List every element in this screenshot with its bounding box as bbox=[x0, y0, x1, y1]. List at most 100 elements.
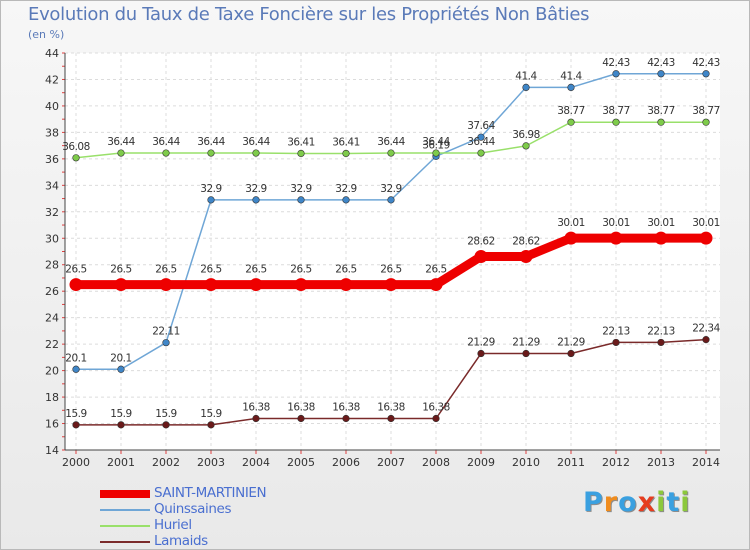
data-label-lamaids: 16.38 bbox=[242, 402, 270, 414]
data-label-lamaids: 15.9 bbox=[200, 408, 221, 420]
data-point-lamaids bbox=[207, 421, 215, 429]
data-point-quinssaines bbox=[342, 196, 350, 204]
data-label-huriel: 38.77 bbox=[557, 105, 585, 117]
data-label-saint-martinien: 26.5 bbox=[425, 264, 446, 276]
data-point-huriel bbox=[702, 118, 710, 126]
x-tick-label: 2012 bbox=[602, 456, 630, 469]
legend-label: SAINT-MARTINIEN bbox=[154, 485, 267, 501]
data-point-huriel bbox=[432, 149, 440, 157]
data-point-quinssaines bbox=[702, 70, 710, 78]
y-tick-label: 34 bbox=[45, 179, 59, 192]
y-tick-label: 36 bbox=[45, 153, 59, 166]
y-tick-label: 40 bbox=[45, 100, 59, 113]
data-label-huriel: 36.44 bbox=[377, 136, 405, 148]
data-point-saint-martinien bbox=[159, 278, 173, 292]
data-label-huriel: 36.08 bbox=[62, 141, 90, 153]
data-label-huriel: 36.44 bbox=[107, 136, 135, 148]
data-point-huriel bbox=[657, 118, 665, 126]
y-tick-label: 38 bbox=[45, 126, 59, 139]
data-point-lamaids bbox=[702, 336, 710, 344]
data-point-lamaids bbox=[72, 421, 80, 429]
x-tick-label: 2009 bbox=[467, 456, 495, 469]
data-label-quinssaines: 32.9 bbox=[380, 183, 401, 195]
data-point-huriel bbox=[297, 149, 305, 158]
y-tick-label: 20 bbox=[45, 365, 59, 378]
data-label-quinssaines: 32.9 bbox=[245, 183, 266, 195]
data-point-huriel bbox=[477, 149, 485, 157]
series-lines bbox=[69, 70, 713, 429]
data-label-quinssaines: 32.9 bbox=[290, 183, 311, 195]
data-label-saint-martinien: 30.01 bbox=[647, 217, 675, 229]
series-lamaids bbox=[72, 336, 710, 429]
logo-letter: o bbox=[618, 487, 638, 518]
data-point-saint-martinien bbox=[114, 278, 128, 292]
data-point-lamaids bbox=[117, 421, 125, 429]
data-point-saint-martinien bbox=[564, 231, 578, 245]
x-tick-label: 2007 bbox=[377, 456, 405, 469]
legend-label: Quinssaines bbox=[154, 501, 232, 517]
data-label-saint-martinien: 26.5 bbox=[110, 264, 131, 276]
data-labels: 20.1 20.1 22.11 32.9 32.9 32.9 32.9 32.9 36.19 37… bbox=[62, 57, 721, 420]
data-label-lamaids: 21.29 bbox=[512, 337, 540, 349]
data-point-lamaids bbox=[612, 338, 620, 347]
data-label-quinssaines: 36.19 bbox=[422, 139, 450, 151]
data-point-huriel bbox=[522, 142, 530, 150]
data-label-huriel: 36.44 bbox=[197, 136, 225, 148]
logo-letter: x bbox=[637, 487, 657, 518]
data-point-lamaids bbox=[252, 414, 260, 423]
data-point-saint-martinien bbox=[204, 278, 218, 292]
data-point-quinssaines bbox=[162, 339, 170, 347]
data-label-lamaids: 16.38 bbox=[422, 402, 450, 414]
legend-swatch bbox=[100, 490, 150, 498]
data-point-quinssaines bbox=[387, 196, 395, 204]
legend-swatch bbox=[100, 509, 150, 511]
data-point-quinssaines bbox=[657, 70, 665, 78]
data-label-huriel: 36.98 bbox=[512, 129, 540, 141]
data-label-huriel: 36.44 bbox=[422, 136, 450, 148]
logo-letter: i bbox=[680, 487, 691, 518]
x-tick-label: 2010 bbox=[512, 456, 540, 469]
data-point-lamaids bbox=[387, 414, 395, 423]
chart-title: Evolution du Taux de Taxe Foncière sur l… bbox=[28, 4, 590, 25]
y-tick-label: 44 bbox=[45, 47, 59, 60]
data-point-huriel bbox=[567, 118, 575, 126]
data-point-saint-martinien bbox=[69, 278, 83, 292]
data-point-saint-martinien bbox=[339, 278, 353, 292]
proxiti-logo: Proxiti bbox=[583, 487, 691, 518]
x-tick-label: 2003 bbox=[197, 456, 225, 469]
data-label-quinssaines: 32.9 bbox=[200, 183, 221, 195]
y-tick-label: 42 bbox=[45, 73, 59, 86]
x-tick-label: 2013 bbox=[647, 456, 675, 469]
data-point-quinssaines bbox=[477, 133, 485, 141]
y-tick-label: 16 bbox=[45, 418, 59, 431]
data-label-saint-martinien: 26.5 bbox=[290, 264, 311, 276]
legend-label: Huriel bbox=[154, 517, 192, 533]
x-tick-label: 2006 bbox=[332, 456, 360, 469]
data-label-huriel: 36.44 bbox=[242, 136, 270, 148]
plot-area bbox=[65, 53, 720, 450]
data-label-quinssaines: 20.1 bbox=[110, 352, 131, 364]
data-point-huriel bbox=[117, 149, 125, 157]
y-tick-label: 26 bbox=[45, 285, 59, 298]
data-point-huriel bbox=[72, 154, 80, 162]
data-point-quinssaines bbox=[207, 196, 215, 204]
data-point-lamaids bbox=[522, 349, 530, 358]
data-label-quinssaines: 42.43 bbox=[602, 57, 630, 69]
data-point-saint-martinien bbox=[474, 250, 488, 264]
x-tick-label: 2004 bbox=[242, 456, 270, 469]
data-point-saint-martinien bbox=[429, 278, 443, 292]
data-point-lamaids bbox=[657, 338, 665, 347]
y-tick-label: 28 bbox=[45, 259, 59, 272]
data-point-saint-martinien bbox=[654, 231, 668, 245]
series-quinssaines bbox=[72, 70, 710, 373]
x-tick-label: 2014 bbox=[692, 456, 720, 469]
data-point-quinssaines bbox=[567, 83, 575, 92]
y-tick-label: 32 bbox=[45, 206, 59, 219]
data-point-lamaids bbox=[342, 414, 350, 423]
series-huriel bbox=[72, 118, 710, 162]
data-point-huriel bbox=[162, 149, 170, 157]
data-point-saint-martinien bbox=[249, 278, 263, 292]
data-label-lamaids: 16.38 bbox=[287, 402, 315, 414]
data-label-saint-martinien: 26.5 bbox=[200, 264, 221, 276]
logo-letter: t bbox=[666, 487, 681, 518]
